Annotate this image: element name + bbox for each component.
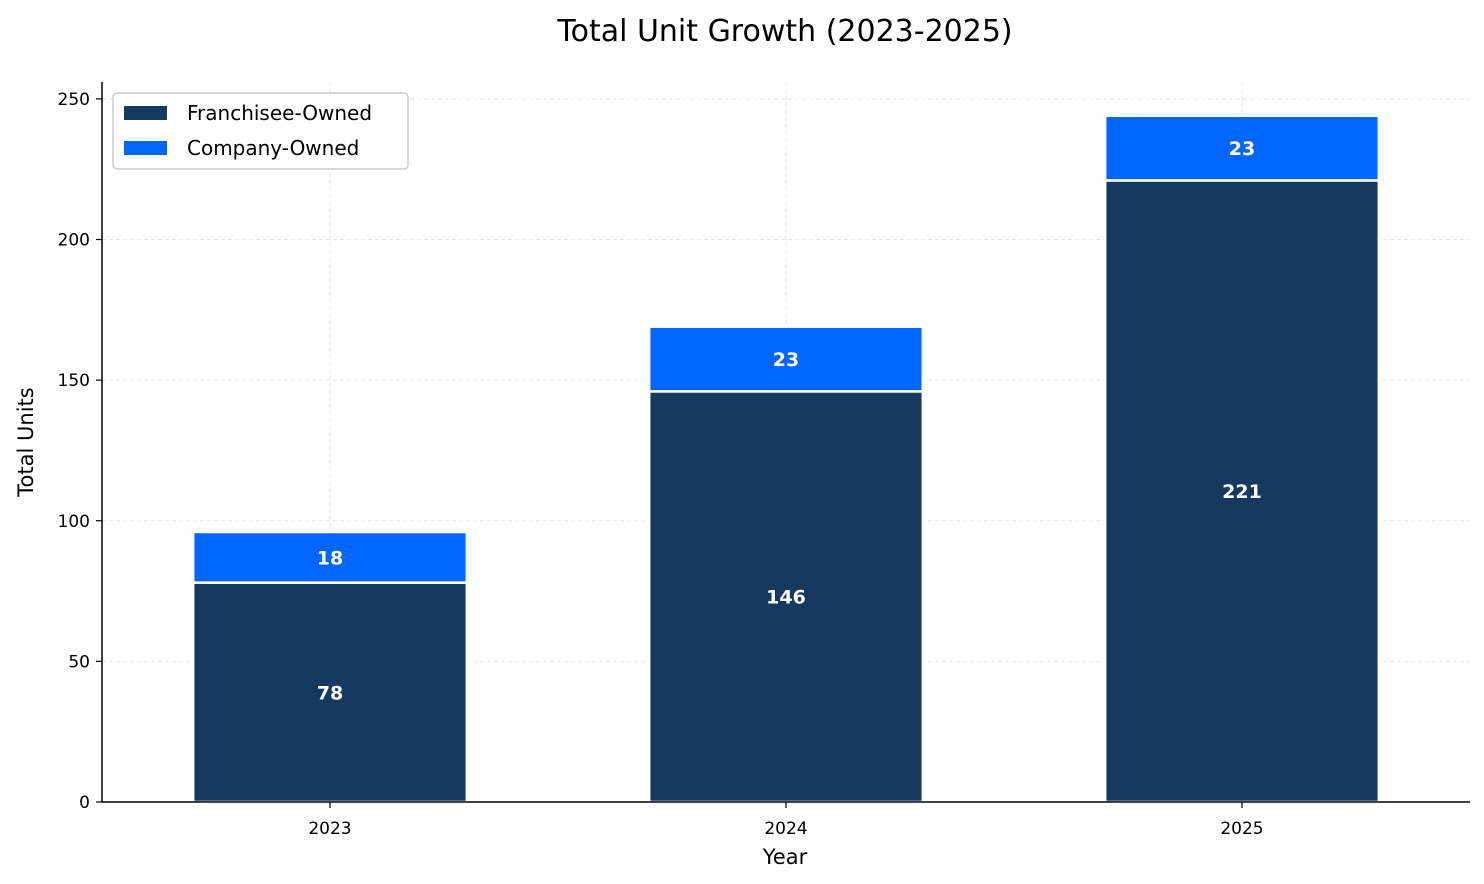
axes: 0 50 100 150 200 250 2023 2024 2025: [58, 82, 1470, 839]
x-axis-label: Year: [762, 845, 808, 869]
y-axis-label: Total Units: [14, 387, 38, 497]
bar-company-owned-2023: [191, 530, 469, 584]
data-label: 18: [317, 547, 343, 569]
y-tick-label: 150: [58, 371, 90, 391]
x-tick-label: 2024: [764, 819, 807, 839]
legend: Franchisee-Owned Company-Owned: [112, 92, 409, 170]
x-tick-label: 2023: [308, 819, 351, 839]
data-label: 23: [773, 349, 799, 371]
legend-swatch: [124, 141, 167, 155]
legend-label: Company-Owned: [187, 136, 359, 160]
legend-swatch: [124, 106, 167, 120]
data-label: 221: [1222, 481, 1262, 503]
bar-franchisee-owned-2024: [647, 390, 925, 804]
legend-box: [112, 92, 409, 170]
x-tick-label: 2025: [1220, 819, 1263, 839]
bar-company-owned-2024: [647, 325, 925, 393]
data-label: 23: [1229, 138, 1255, 160]
y-tick-label: 100: [58, 512, 90, 532]
legend-label: Franchisee-Owned: [187, 101, 372, 125]
y-tick-label: 50: [68, 652, 90, 672]
y-tick-label: 200: [58, 231, 90, 251]
bar-franchisee-owned-2023: [191, 581, 469, 804]
y-tick-label: 0: [79, 793, 90, 813]
data-label: 146: [766, 587, 806, 609]
bar-company-owned-2025: [1103, 114, 1381, 182]
data-label: 78: [317, 682, 343, 704]
chart-title: Total Unit Growth (2023-2025): [556, 14, 1012, 49]
bar-franchisee-owned-2025: [1103, 179, 1381, 804]
y-tick-label: 250: [58, 90, 90, 110]
bars: 78 18 146 23 221 23: [191, 114, 1381, 804]
